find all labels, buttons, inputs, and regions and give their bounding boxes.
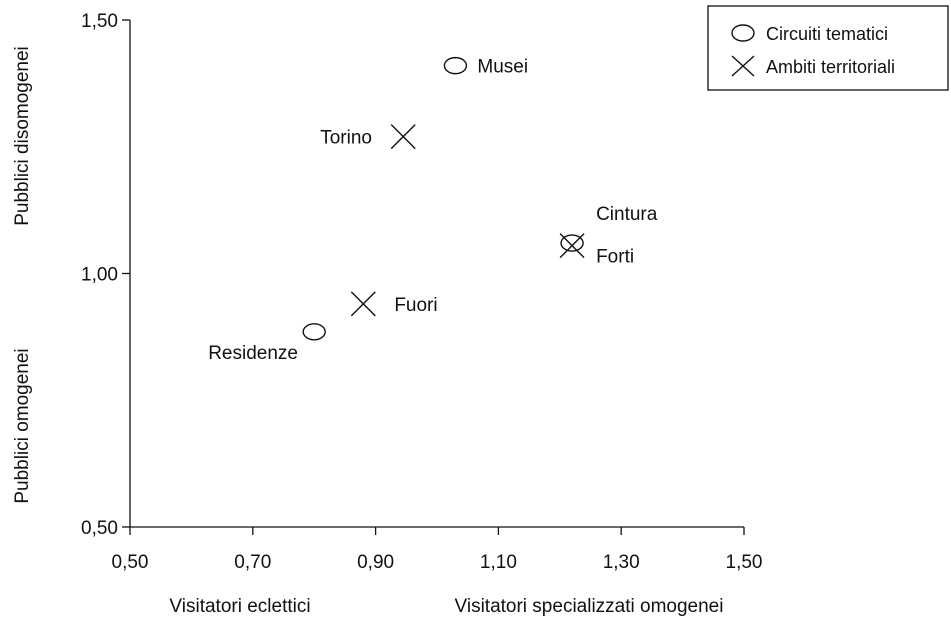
x-tick-label: 1,10	[480, 552, 517, 573]
y-tick-label: 1,50	[81, 11, 118, 32]
legend-cross-icon	[731, 55, 755, 77]
x-tick-label: 0,90	[357, 552, 394, 573]
y-axis-label-bottom: Pubblici omogenei	[12, 348, 33, 503]
x-tick-label: 1,30	[603, 552, 640, 573]
point-label-torino: Torino	[320, 128, 372, 149]
point-label-fuori: Fuori	[394, 295, 437, 316]
legend-box	[707, 5, 949, 91]
x-axis-label-right: Visitatori specializzati omogenei	[455, 596, 724, 617]
ellipse-point-musei	[443, 56, 468, 75]
y-tick-label: 0,50	[81, 518, 118, 539]
point-label-forti: Forti	[596, 247, 634, 268]
legend-label-circuiti: Circuiti tematici	[766, 24, 888, 44]
cross-point-torino	[390, 124, 416, 150]
x-tick-label: 0,50	[112, 552, 149, 573]
legend-label-ambiti: Ambiti territoriali	[766, 57, 895, 77]
y-axis-label-top: Pubblici disomogenei	[12, 46, 33, 226]
point-label-musei: Musei	[477, 57, 528, 78]
ellipse-point-cintura	[560, 234, 584, 252]
ellipse-point-residenze	[302, 323, 326, 341]
point-label-residenze: Residenze	[208, 343, 298, 364]
x-tick-label: 0,70	[234, 552, 271, 573]
cross-point-forti	[559, 233, 585, 259]
axis-titles: Visitatori eclettici Visitatori speciali…	[12, 46, 723, 617]
point-label-cintura: Cintura	[596, 204, 658, 225]
tick-group: 0,50 0,70 0,90 1,10 1,30 1,50 0,50 1,00 1,50	[81, 11, 762, 573]
data-marks: Musei Cintura Residenze Torino Forti Fuori	[208, 57, 658, 364]
y-tick-label: 1,00	[81, 265, 118, 286]
x-tick-label: 1,50	[726, 552, 763, 573]
cross-point-fuori	[350, 291, 376, 317]
x-axis-label-left: Visitatori eclettici	[169, 596, 310, 617]
legend-ellipse-icon	[731, 24, 755, 42]
legend: Circuiti tematici Ambiti territoriali	[707, 5, 949, 91]
axes	[129, 20, 744, 528]
